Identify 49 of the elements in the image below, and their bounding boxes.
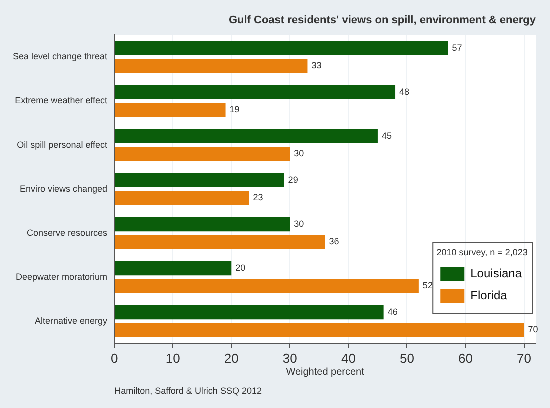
bar <box>115 262 232 276</box>
data-label: 29 <box>288 174 298 185</box>
data-label: 45 <box>382 130 392 141</box>
bar <box>115 103 226 118</box>
bar <box>115 217 290 232</box>
bar <box>115 323 524 338</box>
x-tick-label: 10 <box>166 350 180 366</box>
data-label: 30 <box>294 219 304 230</box>
y-tick-label: Deepwater moratorium <box>16 272 108 282</box>
data-label: 36 <box>329 236 340 247</box>
x-axis-title: Weighted percent <box>286 366 365 378</box>
bar <box>115 129 378 144</box>
legend-label: Louisiana <box>470 266 522 281</box>
data-label: 30 <box>294 148 304 159</box>
data-label: 33 <box>312 60 322 71</box>
chart-title: Gulf Coast residents' views on spill, environment & energy <box>228 14 537 27</box>
bar <box>115 191 250 206</box>
bar <box>115 235 326 250</box>
bar <box>115 147 290 162</box>
text: Hamilton, Safford & Ulrich SSQ 2012 <box>114 386 262 396</box>
x-tick-label: 20 <box>224 350 239 366</box>
x-tick-label: 40 <box>341 350 356 366</box>
bar <box>115 85 396 100</box>
x-tick-label: 50 <box>400 350 414 366</box>
y-tick-label: Alternative energy <box>35 316 108 326</box>
data-label: 20 <box>236 263 246 274</box>
data-label: 46 <box>388 307 398 318</box>
data-label: 70 <box>528 324 538 335</box>
data-label: 23 <box>253 192 264 203</box>
x-tick-label: 30 <box>282 350 298 366</box>
data-label: 48 <box>400 86 410 97</box>
bar <box>115 58 308 74</box>
y-tick-label: Conserve resources <box>27 228 108 238</box>
y-tick-label: Oil spill personal effect <box>17 140 108 150</box>
x-tick-label: 70 <box>517 350 532 366</box>
data-label: 57 <box>452 42 462 53</box>
data-label: 19 <box>230 104 240 115</box>
data-label: 52 <box>422 280 433 291</box>
bar <box>115 173 284 188</box>
bar <box>115 306 384 320</box>
bar <box>115 41 448 56</box>
legend-title: 2010 survey, n = 2,023 <box>436 247 528 258</box>
x-tick-label: 0 <box>110 350 118 366</box>
legend-label: Florida <box>470 288 508 303</box>
y-tick-label: Extreme weather effect <box>15 96 108 106</box>
y-tick-label: Enviro views changed <box>20 184 108 194</box>
x-tick-label: 60 <box>458 350 473 366</box>
y-tick-label: Sea level change threat <box>12 52 108 62</box>
bar <box>115 279 419 294</box>
